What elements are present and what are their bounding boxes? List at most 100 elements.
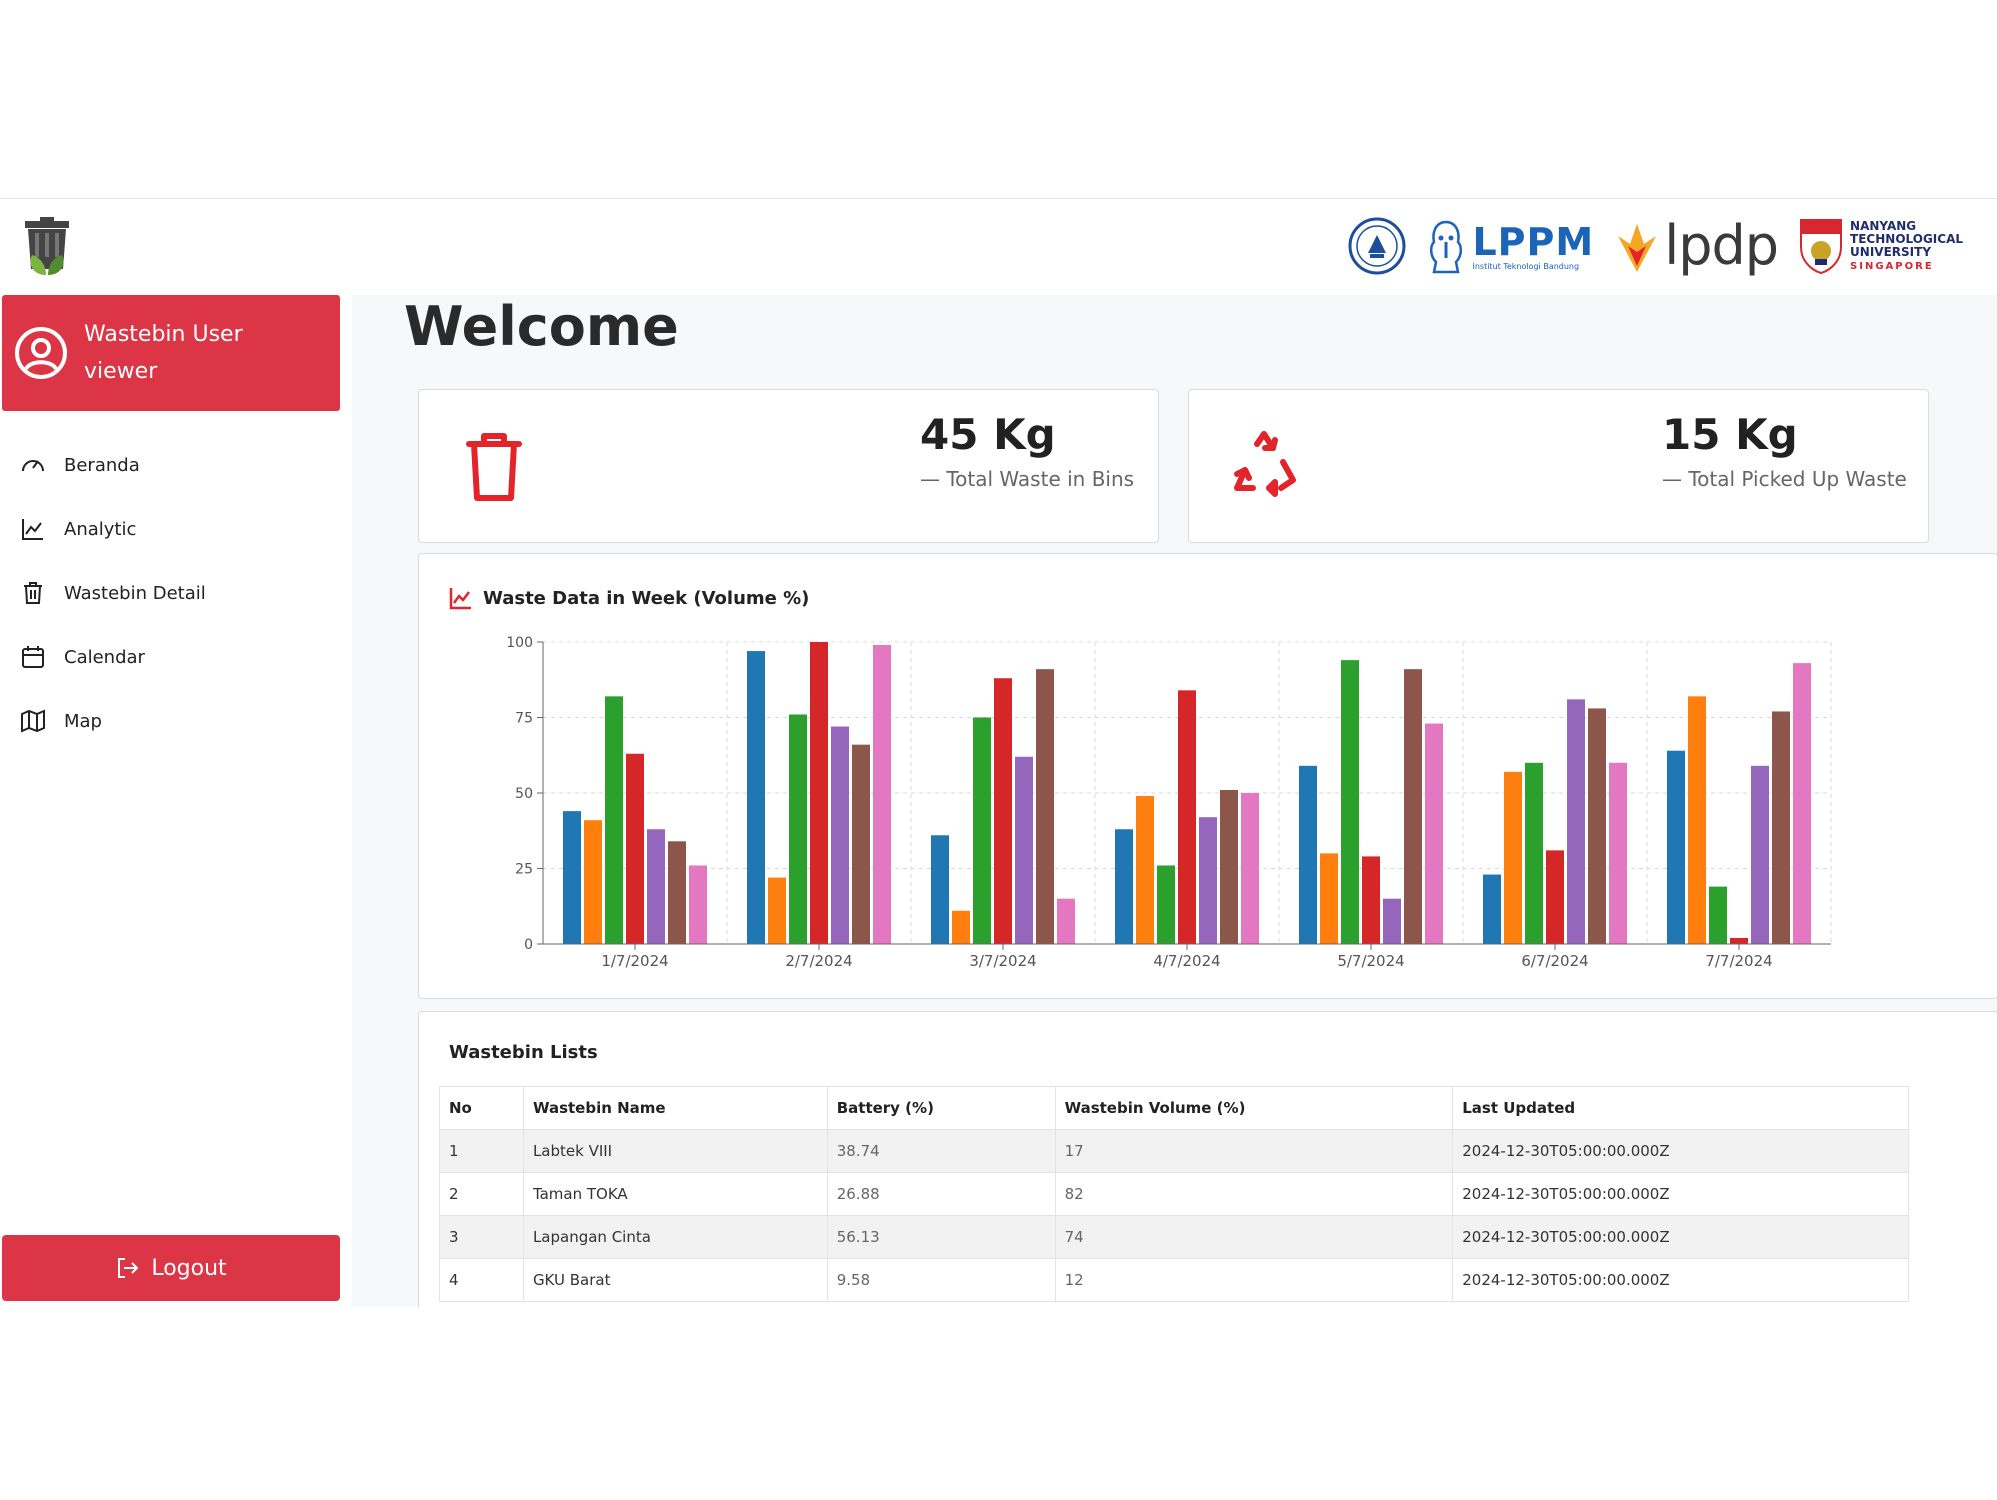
chart-title-row: Waste Data in Week (Volume %)	[449, 586, 809, 610]
chart-bar	[1567, 699, 1585, 944]
stat-value: 15 Kg	[1662, 410, 1798, 459]
cell-updated: 2024-12-30T05:00:00.000Z	[1452, 1258, 1909, 1302]
chart-bar	[1241, 793, 1259, 944]
waste-chart-card: Waste Data in Week (Volume %) 0 25 50 75 100…	[418, 553, 1997, 999]
chart-bar	[1667, 750, 1685, 944]
sidebar-item-beranda[interactable]: Beranda	[0, 433, 340, 497]
column-header-battery[interactable]: Battery (%)	[826, 1086, 1056, 1130]
x-tick-label: 5/7/2024	[1337, 952, 1404, 970]
lpdp-logo: lpdp	[1614, 216, 1779, 276]
chart-bar	[789, 714, 807, 944]
stat-value: 45 Kg	[920, 410, 1056, 459]
cell-battery: 38.74	[826, 1129, 1056, 1173]
chart-bar	[931, 835, 949, 944]
x-tick-label: 3/7/2024	[969, 952, 1036, 970]
cell-battery: 9.58	[826, 1258, 1056, 1302]
lppm-logo: LPPM Institut Teknologi Bandung	[1426, 216, 1594, 276]
sidebar-item-analytic[interactable]: Analytic	[0, 497, 340, 561]
chart-bar	[952, 910, 970, 944]
chart-title: Waste Data in Week (Volume %)	[483, 587, 810, 609]
calendar-icon	[22, 646, 44, 668]
chart-bar	[1341, 660, 1359, 944]
chart-bar	[584, 820, 602, 944]
column-header-name[interactable]: Wastebin Name	[522, 1086, 828, 1130]
ntu-crest-icon	[1800, 219, 1843, 275]
recycle-icon	[1234, 431, 1296, 497]
x-tick-label: 4/7/2024	[1153, 952, 1220, 970]
y-tick-label: 0	[524, 937, 533, 953]
chart-bar	[1483, 874, 1501, 944]
sidebar-item-map[interactable]: Map	[0, 689, 340, 753]
chart-bar	[1057, 898, 1075, 944]
x-tick-label: 2/7/2024	[785, 952, 852, 970]
sidebar-nav: Beranda Analytic Wastebin Detail	[0, 433, 340, 753]
chart-bar	[1320, 853, 1338, 944]
main-content: Welcome 45 Kg — Total Waste in Bins	[352, 295, 1997, 1307]
logout-button[interactable]: Logout	[2, 1235, 340, 1301]
chart-bar	[1404, 669, 1422, 944]
chart-bar	[994, 678, 1012, 944]
chart-bar	[1199, 817, 1217, 944]
map-icon	[21, 709, 45, 733]
table-row[interactable]: 1 Labtek VIII 38.74 17 2024-12-30T05:00:…	[439, 1129, 1909, 1173]
column-header-no[interactable]: No	[439, 1086, 524, 1130]
user-name-line1: Wastebin User	[84, 322, 243, 347]
column-header-volume[interactable]: Wastebin Volume (%)	[1054, 1086, 1454, 1130]
cell-volume: 17	[1054, 1129, 1454, 1173]
x-tick-label: 6/7/2024	[1521, 952, 1588, 970]
trash-icon	[24, 582, 42, 604]
stat-card-total-waste: 45 Kg — Total Waste in Bins	[418, 389, 1159, 543]
y-tick-label: 100	[506, 635, 533, 651]
ganesha-icon	[1430, 220, 1463, 274]
table-title: Wastebin Lists	[449, 1042, 598, 1063]
chart-bar	[1015, 756, 1033, 944]
sidebar-item-calendar[interactable]: Calendar	[0, 625, 340, 689]
cell-no: 3	[439, 1215, 524, 1259]
user-profile-card[interactable]: Wastebin User viewer	[2, 295, 340, 411]
lppm-subtitle: Institut Teknologi Bandung	[1472, 261, 1580, 271]
chart-bar	[747, 651, 765, 944]
stat-card-picked-up-waste: 15 Kg — Total Picked Up Waste	[1188, 389, 1929, 543]
stat-label: — Total Picked Up Waste	[1662, 467, 1907, 491]
chart-bar	[1362, 856, 1380, 944]
line-chart-icon	[22, 519, 43, 540]
chart-bar	[668, 841, 686, 944]
chart-bar	[1751, 765, 1769, 944]
cell-battery: 56.13	[826, 1215, 1056, 1259]
logout-icon	[118, 1258, 139, 1278]
stat-label: — Total Waste in Bins	[920, 467, 1135, 491]
wastebin-logo-icon[interactable]	[22, 217, 72, 277]
chart-bar	[1036, 669, 1054, 944]
cell-battery: 26.88	[826, 1172, 1056, 1216]
chart-bar	[873, 645, 891, 944]
table-row[interactable]: 4 GKU Barat 9.58 12 2024-12-30T05:00:00.…	[439, 1258, 1909, 1302]
x-tick-label: 7/7/2024	[1705, 952, 1772, 970]
user-name-line2: viewer	[84, 359, 158, 384]
chart-bar	[1220, 789, 1238, 944]
chart-bar	[1383, 898, 1401, 944]
chart-bar	[831, 726, 849, 944]
lppm-word: LPPM	[1472, 219, 1595, 264]
table-row[interactable]: 3 Lapangan Cinta 56.13 74 2024-12-30T05:…	[439, 1215, 1909, 1259]
ntu-logo: NANYANG TECHNOLOGICAL UNIVERSITY SINGAPO…	[1798, 217, 1963, 275]
column-header-updated[interactable]: Last Updated	[1452, 1086, 1909, 1130]
cell-name: Taman TOKA	[522, 1172, 828, 1216]
page-title: Welcome	[404, 295, 679, 358]
chart-bar	[768, 877, 786, 944]
user-circle-icon	[15, 327, 67, 379]
chart-bar	[1709, 886, 1727, 944]
sidebar-item-wastebin-detail[interactable]: Wastebin Detail	[0, 561, 340, 625]
ntu-line4: SINGAPORE	[1850, 260, 1934, 272]
chart-bar	[1793, 663, 1811, 944]
line-chart-icon	[449, 588, 471, 610]
sidebar-item-label: Beranda	[64, 454, 140, 476]
table-row[interactable]: 2 Taman TOKA 26.88 82 2024-12-30T05:00:0…	[439, 1172, 1909, 1216]
app-window: LPPM Institut Teknologi Bandung lpdp	[0, 198, 1997, 1307]
chart-bar	[1730, 937, 1748, 944]
itb-seal-icon	[1348, 217, 1406, 275]
cell-volume: 12	[1054, 1258, 1454, 1302]
chart-bar	[973, 717, 991, 944]
header: LPPM Institut Teknologi Bandung lpdp	[0, 199, 1997, 295]
chart-bar	[1772, 711, 1790, 944]
chart-bar	[1178, 690, 1196, 944]
